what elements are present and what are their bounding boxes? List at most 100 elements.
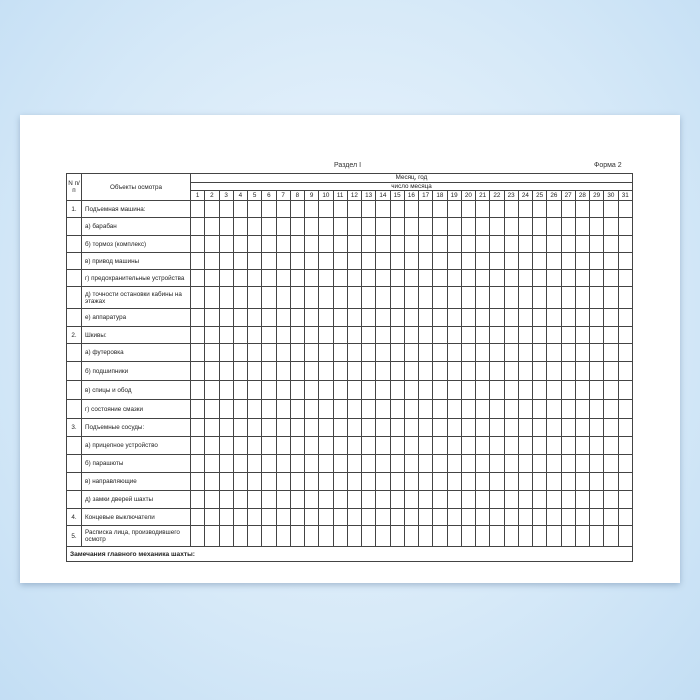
- day-cell[interactable]: [560, 286, 576, 309]
- day-cell[interactable]: [389, 252, 405, 270]
- day-cell[interactable]: [360, 326, 377, 344]
- day-cell[interactable]: [403, 343, 420, 362]
- day-cell[interactable]: [261, 454, 277, 473]
- day-cell[interactable]: [261, 361, 277, 381]
- day-cell[interactable]: [246, 490, 263, 509]
- day-cell[interactable]: [275, 508, 291, 526]
- day-cell[interactable]: [603, 269, 619, 287]
- day-cell[interactable]: [261, 269, 277, 287]
- day-cell[interactable]: [261, 436, 277, 455]
- day-cell[interactable]: [446, 326, 462, 344]
- day-cell[interactable]: [332, 454, 348, 473]
- day-cell[interactable]: [246, 286, 263, 309]
- day-cell[interactable]: [432, 525, 448, 547]
- day-cell[interactable]: [403, 326, 420, 344]
- day-cell[interactable]: [218, 200, 234, 218]
- day-cell[interactable]: [360, 343, 377, 362]
- day-cell[interactable]: [474, 252, 491, 270]
- day-cell[interactable]: [503, 472, 519, 491]
- day-cell[interactable]: [546, 326, 562, 344]
- day-cell[interactable]: [360, 436, 377, 455]
- day-cell[interactable]: [232, 343, 249, 362]
- day-cell[interactable]: [360, 490, 377, 509]
- day-cell[interactable]: [432, 361, 448, 381]
- day-cell[interactable]: [432, 235, 448, 253]
- day-cell[interactable]: [303, 418, 320, 437]
- day-cell[interactable]: [546, 490, 562, 509]
- day-cell[interactable]: [303, 436, 320, 455]
- day-cell[interactable]: [375, 436, 391, 455]
- day-cell[interactable]: [303, 361, 320, 381]
- day-cell[interactable]: [432, 269, 448, 287]
- day-cell[interactable]: [261, 200, 277, 218]
- day-cell[interactable]: [389, 525, 405, 547]
- day-cell[interactable]: [246, 200, 263, 218]
- day-cell[interactable]: [403, 361, 420, 381]
- day-cell[interactable]: [332, 436, 348, 455]
- day-cell[interactable]: [531, 472, 548, 491]
- day-cell[interactable]: [403, 217, 420, 236]
- day-cell[interactable]: [318, 490, 334, 509]
- day-cell[interactable]: [346, 286, 363, 309]
- day-cell[interactable]: [318, 508, 334, 526]
- day-cell[interactable]: [474, 326, 491, 344]
- day-cell[interactable]: [531, 418, 548, 437]
- day-cell[interactable]: [588, 490, 605, 509]
- day-cell[interactable]: [517, 269, 534, 287]
- day-cell[interactable]: [189, 235, 206, 253]
- day-cell[interactable]: [204, 200, 220, 218]
- day-cell[interactable]: [417, 508, 434, 526]
- day-cell[interactable]: [289, 472, 306, 491]
- day-cell[interactable]: [432, 252, 448, 270]
- day-cell[interactable]: [489, 200, 505, 218]
- day-cell[interactable]: [318, 326, 334, 344]
- day-cell[interactable]: [275, 326, 291, 344]
- day-cell[interactable]: [460, 472, 477, 491]
- day-cell[interactable]: [189, 308, 206, 327]
- day-cell[interactable]: [261, 399, 277, 419]
- day-cell[interactable]: [560, 308, 576, 327]
- day-cell[interactable]: [218, 326, 234, 344]
- day-cell[interactable]: [588, 399, 605, 419]
- day-cell[interactable]: [389, 472, 405, 491]
- day-cell[interactable]: [360, 200, 377, 218]
- day-cell[interactable]: [474, 269, 491, 287]
- day-cell[interactable]: [346, 525, 363, 547]
- day-cell[interactable]: [446, 399, 462, 419]
- day-cell[interactable]: [346, 326, 363, 344]
- day-cell[interactable]: [332, 361, 348, 381]
- day-cell[interactable]: [531, 343, 548, 362]
- day-cell[interactable]: [289, 308, 306, 327]
- day-cell[interactable]: [189, 200, 206, 218]
- day-cell[interactable]: [246, 525, 263, 547]
- day-cell[interactable]: [289, 343, 306, 362]
- day-cell[interactable]: [560, 418, 576, 437]
- day-cell[interactable]: [189, 399, 206, 419]
- day-cell[interactable]: [574, 269, 591, 287]
- day-cell[interactable]: [432, 200, 448, 218]
- day-cell[interactable]: [218, 508, 234, 526]
- day-cell[interactable]: [417, 286, 434, 309]
- day-cell[interactable]: [218, 217, 234, 236]
- day-cell[interactable]: [375, 472, 391, 491]
- day-cell[interactable]: [303, 269, 320, 287]
- day-cell[interactable]: [588, 217, 605, 236]
- day-cell[interactable]: [574, 418, 591, 437]
- day-cell[interactable]: [603, 308, 619, 327]
- day-cell[interactable]: [275, 490, 291, 509]
- day-cell[interactable]: [531, 380, 548, 400]
- day-cell[interactable]: [417, 252, 434, 270]
- day-cell[interactable]: [489, 508, 505, 526]
- day-cell[interactable]: [403, 252, 420, 270]
- day-cell[interactable]: [232, 454, 249, 473]
- day-cell[interactable]: [375, 343, 391, 362]
- day-cell[interactable]: [474, 308, 491, 327]
- day-cell[interactable]: [446, 217, 462, 236]
- day-cell[interactable]: [460, 454, 477, 473]
- day-cell[interactable]: [289, 286, 306, 309]
- day-cell[interactable]: [460, 235, 477, 253]
- day-cell[interactable]: [417, 235, 434, 253]
- day-cell[interactable]: [318, 399, 334, 419]
- day-cell[interactable]: [417, 399, 434, 419]
- day-cell[interactable]: [218, 361, 234, 381]
